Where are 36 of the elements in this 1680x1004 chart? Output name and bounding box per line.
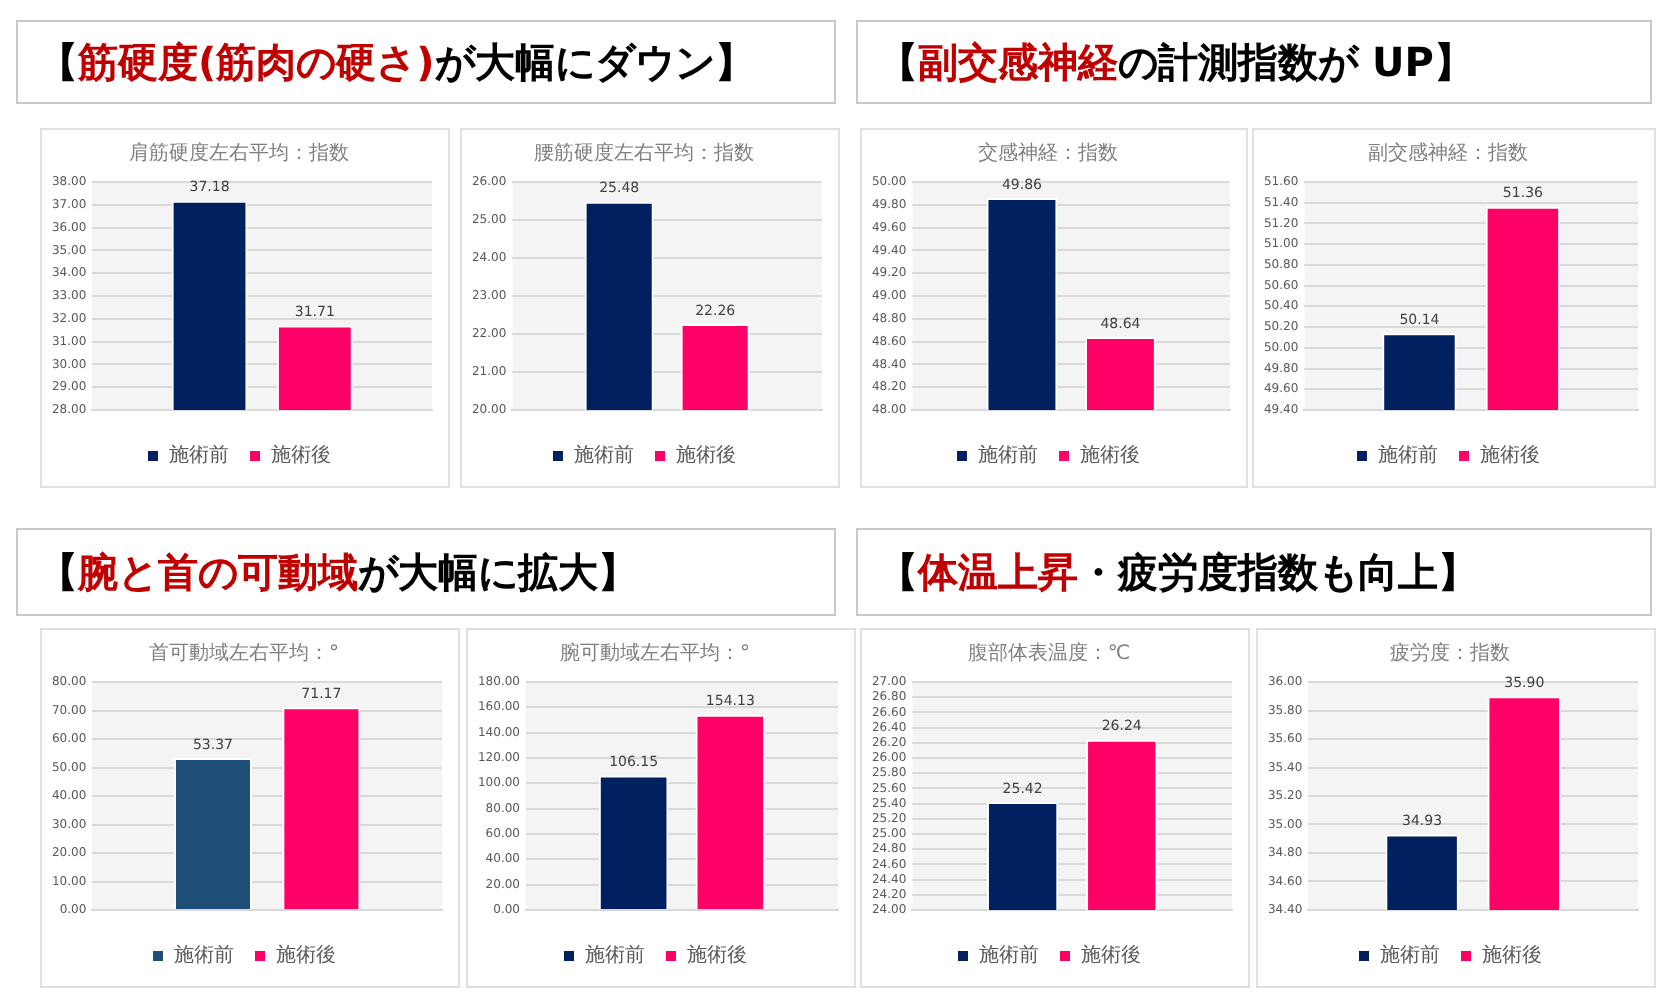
legend-label: 施術後 — [1480, 443, 1540, 468]
text: 体温上昇 — [918, 545, 1078, 599]
text: が大幅にダウン】 — [434, 35, 755, 89]
legend-label: 施術前 — [1380, 943, 1440, 968]
legend-label: 施術後 — [276, 943, 336, 968]
text: 腕と首の可動域 — [78, 545, 358, 599]
chart-title: 首可動域左右平均：° — [149, 641, 339, 666]
text: 【 — [38, 35, 78, 89]
text: が大幅に拡大】 — [358, 545, 638, 599]
legend-label: 施術後 — [1080, 443, 1140, 468]
chart-title: 交感神経：指数 — [978, 141, 1118, 166]
text: 副交感神経 — [918, 35, 1118, 89]
text: の計測指数が UP】 — [1118, 35, 1474, 89]
chart-title: 腕可動域左右平均：° — [560, 641, 750, 666]
legend-label: 施術前 — [574, 443, 634, 468]
legend-label: 施術後 — [1081, 943, 1141, 968]
legend-label: 施術前 — [979, 943, 1039, 968]
chart-title: 腰筋硬度左右平均：指数 — [534, 141, 754, 166]
legend-label: 施術後 — [687, 943, 747, 968]
legend-label: 施術後 — [1482, 943, 1542, 968]
text: 【 — [878, 545, 918, 599]
legend-label: 施術前 — [1378, 443, 1438, 468]
legend-label: 施術後 — [676, 443, 736, 468]
chart-title: 疲労度：指数 — [1390, 641, 1510, 666]
text: 【 — [38, 545, 78, 599]
text: 【 — [878, 35, 918, 89]
legend-label: 施術前 — [174, 943, 234, 968]
chart-title: 副交感神経：指数 — [1368, 141, 1528, 166]
chart-title: 腹部体表温度：℃ — [967, 641, 1131, 666]
legend-label: 施術後 — [271, 443, 331, 468]
text: 筋硬度(筋肉の硬さ) — [78, 35, 435, 89]
legend-label: 施術前 — [169, 443, 229, 468]
legend-label: 施術前 — [585, 943, 645, 968]
text: ・疲労度指数も向上】 — [1078, 545, 1478, 599]
chart-title: 肩筋硬度左右平均：指数 — [129, 141, 349, 166]
legend-label: 施術前 — [978, 443, 1038, 468]
